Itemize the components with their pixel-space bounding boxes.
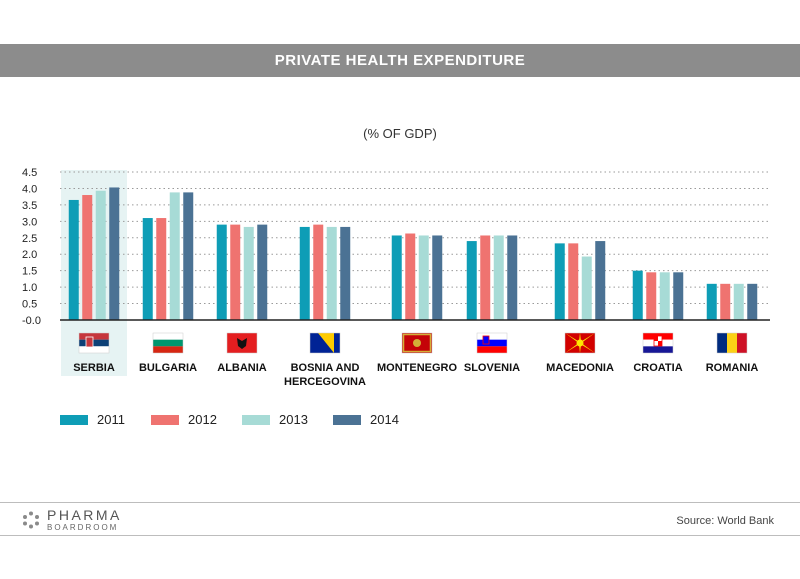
page-title: PRIVATE HEALTH EXPENDITURE bbox=[274, 52, 526, 69]
bar-2011-0 bbox=[68, 199, 79, 320]
bar-2013-8 bbox=[733, 283, 744, 320]
serbia-flag-icon bbox=[78, 332, 110, 354]
legend-item-2011: 2011 bbox=[60, 412, 151, 427]
brand-logo: PHARMA BOARDROOM bbox=[22, 508, 122, 532]
bar-2013-1 bbox=[169, 192, 180, 320]
bar-2012-3 bbox=[313, 224, 324, 320]
bar-2013-5 bbox=[493, 235, 504, 320]
brand-name: PHARMA bbox=[47, 507, 122, 523]
y-tick-label: 0.5 bbox=[22, 299, 37, 311]
bar-2014-0 bbox=[109, 187, 120, 320]
category-label: MONTENEGRO bbox=[377, 362, 458, 374]
bar-2013-0 bbox=[95, 190, 106, 320]
legend-item-2013: 2013 bbox=[242, 412, 333, 427]
bar-2011-7 bbox=[632, 270, 643, 320]
y-tick-label: 1.0 bbox=[22, 282, 37, 294]
y-tick-label: 4.0 bbox=[22, 183, 37, 195]
bar-2012-7 bbox=[646, 272, 657, 320]
bar-2013-6 bbox=[581, 256, 592, 320]
footer-divider-top bbox=[0, 502, 800, 503]
y-tick-label: 2.0 bbox=[22, 249, 37, 261]
legend-swatch bbox=[242, 414, 270, 425]
legend-swatch bbox=[151, 414, 179, 425]
bar-2013-3 bbox=[326, 226, 337, 320]
bar-2014-7 bbox=[673, 272, 684, 320]
bar-2012-5 bbox=[480, 235, 491, 320]
bar-2014-5 bbox=[507, 235, 518, 320]
bar-2014-4 bbox=[432, 235, 443, 320]
bar-2011-3 bbox=[299, 226, 310, 320]
legend: 2011 2012 2013 2014 bbox=[60, 412, 424, 427]
slovenia-flag-icon bbox=[476, 332, 508, 354]
legend-label: 2014 bbox=[370, 412, 399, 427]
bar-2011-8 bbox=[706, 283, 717, 320]
legend-label: 2013 bbox=[279, 412, 308, 427]
category-label: MACEDONIA bbox=[546, 362, 614, 374]
bar-2012-0 bbox=[82, 195, 93, 320]
category-label: ALBANIA bbox=[217, 362, 267, 374]
bar-2012-4 bbox=[405, 233, 416, 320]
y-tick-label: 4.5 bbox=[22, 167, 37, 179]
bar-2014-8 bbox=[747, 283, 758, 320]
bar-2013-7 bbox=[659, 272, 670, 320]
brand-subname: BOARDROOM bbox=[47, 523, 119, 532]
footer-divider-bottom bbox=[0, 535, 800, 536]
category-label: SLOVENIA bbox=[464, 362, 520, 374]
albania-flag-icon bbox=[226, 332, 258, 354]
bar-2014-3 bbox=[340, 226, 351, 320]
bar-2011-6 bbox=[554, 243, 565, 320]
legend-label: 2011 bbox=[97, 412, 125, 427]
bar-2014-6 bbox=[595, 241, 606, 320]
bar-2011-2 bbox=[216, 224, 227, 320]
source-note: Source: World Bank bbox=[676, 515, 774, 527]
y-tick-label: -0.0 bbox=[22, 315, 41, 327]
legend-label: 2012 bbox=[188, 412, 217, 427]
chart-subtitle: (% OF GDP) bbox=[363, 126, 437, 141]
bar-2011-5 bbox=[466, 241, 477, 320]
category-label: BULGARIA bbox=[139, 362, 197, 374]
bosnia-flag-icon bbox=[309, 332, 341, 354]
macedonia-flag-icon bbox=[564, 332, 596, 354]
romania-flag-icon bbox=[716, 332, 748, 354]
croatia-flag-icon bbox=[642, 332, 674, 354]
y-tick-label: 2.5 bbox=[22, 233, 37, 245]
pharma-logo-icon bbox=[23, 511, 39, 529]
bulgaria-flag-icon bbox=[152, 332, 184, 354]
bar-2012-8 bbox=[720, 283, 731, 320]
legend-swatch bbox=[60, 414, 88, 425]
bar-2011-4 bbox=[391, 235, 402, 320]
bar-2012-1 bbox=[156, 218, 167, 320]
category-label: CROATIA bbox=[633, 362, 682, 374]
legend-item-2014: 2014 bbox=[333, 412, 424, 427]
montenegro-flag-icon bbox=[401, 332, 433, 354]
bar-2012-2 bbox=[230, 224, 241, 320]
category-label: HERCEGOVINA bbox=[284, 376, 366, 388]
bar-2011-1 bbox=[142, 218, 153, 320]
category-label: BOSNIA AND bbox=[291, 362, 360, 374]
bar-2014-1 bbox=[183, 192, 194, 320]
bar-2014-2 bbox=[257, 224, 268, 320]
y-tick-label: 1.5 bbox=[22, 266, 37, 278]
category-label: ROMANIA bbox=[706, 362, 759, 374]
category-label: SERBIA bbox=[73, 362, 115, 374]
bar-2012-6 bbox=[568, 243, 579, 320]
y-tick-label: 3.5 bbox=[22, 200, 37, 212]
bar-2013-2 bbox=[243, 226, 254, 320]
title-bar: PRIVATE HEALTH EXPENDITURE bbox=[0, 44, 800, 77]
bar-2013-4 bbox=[418, 235, 429, 320]
bar-chart: -0.0 0.5 1.0 1.5 2.0 2.5 3.0 3.5 4.0 4.5 SERBIA BUL… bbox=[22, 167, 770, 388]
y-tick-label: 3.0 bbox=[22, 216, 37, 228]
legend-swatch bbox=[333, 414, 361, 425]
legend-item-2012: 2012 bbox=[151, 412, 242, 427]
